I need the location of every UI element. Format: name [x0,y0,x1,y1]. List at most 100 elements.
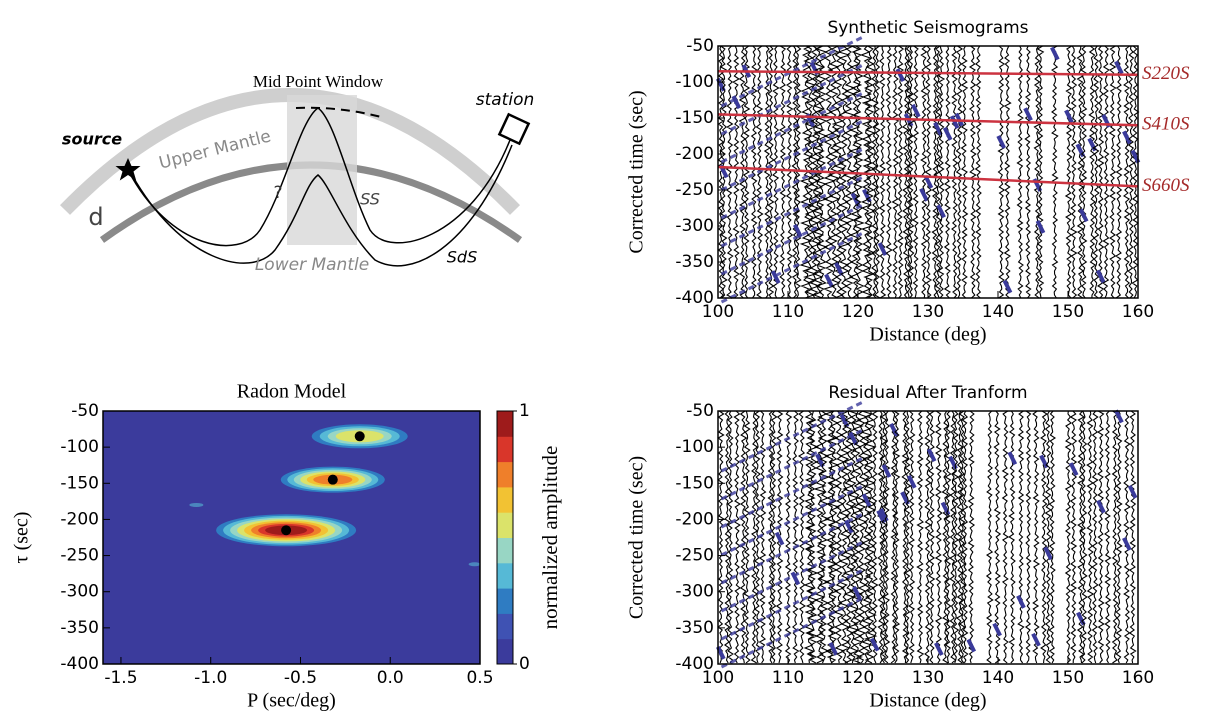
moveout-phase [720,483,866,557]
trace-phase [895,68,906,82]
trace-phase [834,262,844,276]
trace-phase [942,126,953,141]
colorbar-swatch [497,638,513,665]
trace [826,410,841,664]
trace [1115,410,1123,664]
trace [951,45,959,299]
phase-line [717,165,1139,188]
y-tick-label: -200 [675,144,714,164]
phase-label: S410S [1142,114,1190,135]
moveout-phase [720,595,866,669]
trace-phase [881,464,892,478]
x-tick-label: 120 [842,668,874,688]
trace [1096,410,1105,664]
trace [1040,410,1048,664]
trace [1033,45,1041,299]
peak-point [281,525,292,536]
trace-phase [919,187,929,202]
phase-label: S660S [1142,175,1190,196]
trace [1127,45,1136,299]
trace-phase [1122,130,1132,145]
trace [1091,410,1099,664]
trace-phase [852,586,862,600]
trace-phase [1023,107,1033,122]
trace [870,45,879,299]
trace [908,410,916,664]
phase-line [717,69,1139,77]
colorbar-frame [496,410,514,665]
trace [967,410,976,664]
trace [1123,410,1131,664]
colorbar-tick-label: 1 [519,401,530,421]
trace [1102,45,1110,299]
trace [1131,45,1140,299]
trace-phase [828,641,839,656]
x-tick-label: 100 [702,302,734,322]
trace-phase [824,273,834,288]
moveout-phase [720,539,866,613]
trace [1104,410,1112,664]
traces [716,34,1141,304]
y-tick-label: -250 [60,546,99,566]
moveout-phase [720,455,866,529]
y-tick-label: -350 [60,618,99,638]
trace-phase [934,642,944,656]
trace [739,410,748,664]
trace-phase [869,637,880,652]
trace [1123,45,1131,299]
trace-phase [877,242,888,257]
y-tick-label: -400 [675,288,714,308]
trace [931,45,939,299]
y-tick-label: -350 [675,252,714,272]
trace [767,45,775,299]
y-tick-label: -300 [60,582,99,602]
trace [859,410,874,664]
trace [903,410,912,664]
y-tick-label: -400 [60,654,99,674]
trace [937,45,946,299]
dashed-reflector [295,106,386,119]
trace [725,45,734,299]
trace [778,45,787,299]
trace-phase [933,121,943,136]
y-tick-label: -150 [675,108,714,128]
trace [1079,410,1088,664]
trace [1069,45,1078,299]
trace-phase [926,448,937,463]
trace [863,45,877,299]
label: source [62,130,122,149]
panel: Residual After Tranform 100 110 120 130 140 15… [626,383,1155,712]
trace-phase [1035,219,1046,234]
moveout-phase [720,146,866,220]
trace [1076,45,1085,299]
trace [763,45,772,299]
x-tick-label: -1.5 [104,668,137,688]
trace-phase [949,115,960,129]
x-tick-label: 0.0 [377,668,404,688]
x-tick-label: 150 [1052,302,1084,322]
trace-phase [1122,537,1132,551]
trace [1036,45,1045,299]
y-tick-label: -100 [60,437,99,457]
trace-phase [1096,499,1106,514]
trace [767,410,775,664]
trace [968,45,977,299]
y-tick-label: -200 [675,509,714,529]
trace-phase [731,95,742,110]
colorbar-swatch [497,512,513,538]
trace-phase [1007,451,1018,466]
trace [1064,45,1073,299]
trace-phase [716,645,726,660]
y-tick-label: -50 [686,36,714,56]
trace-phase [1050,46,1060,61]
trace [803,410,817,664]
colorbar-swatch [497,537,513,564]
ss-ray [127,107,511,247]
trace-phase [906,474,917,489]
trace [892,410,901,664]
phase-label: S220S [1142,63,1190,84]
trace [1114,45,1123,299]
x-axis-label: P (sec/deg) [247,690,336,712]
trace [743,410,751,664]
label: d [88,203,103,231]
